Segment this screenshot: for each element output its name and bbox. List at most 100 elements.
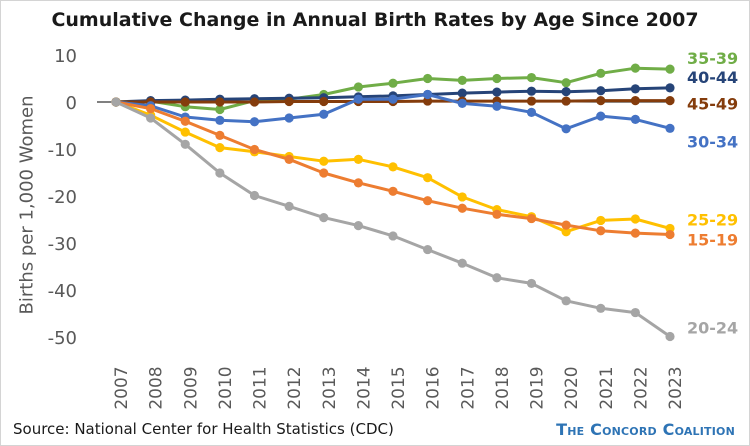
data-point-45-49 (215, 97, 225, 107)
y-tick-label: 0 (66, 93, 77, 114)
data-point-20-24 (180, 139, 190, 149)
data-point-15-19 (249, 144, 260, 155)
x-tick-label: 2015 (389, 366, 409, 409)
data-point-35-39 (353, 82, 363, 92)
source-note: Source: National Center for Health Stati… (13, 420, 394, 438)
data-point-45-49 (319, 96, 329, 107)
data-point-35-39 (596, 68, 606, 78)
data-point-20-24 (665, 331, 675, 342)
data-point-15-19 (492, 209, 502, 219)
data-point-25-29 (353, 154, 363, 164)
data-point-30-34 (630, 114, 640, 124)
data-point-20-24 (388, 231, 398, 241)
series-label-15-19: 15-19 (687, 231, 738, 250)
series-label-20-24: 20-24 (687, 319, 738, 338)
x-tick-label: 2020 (562, 366, 582, 409)
data-point-25-29 (319, 156, 329, 166)
x-tick-label: 2022 (631, 366, 651, 409)
data-point-40-44 (457, 88, 467, 98)
data-point-30-34 (215, 115, 225, 125)
data-point-15-19 (561, 220, 571, 230)
data-point-15-19 (215, 130, 225, 140)
series-label-40-44: 40-44 (687, 68, 738, 87)
data-point-30-34 (353, 94, 363, 104)
x-tick-label: 2007 (112, 366, 132, 409)
data-point-30-34 (284, 113, 294, 123)
data-point-45-49 (630, 95, 640, 106)
data-point-35-39 (526, 72, 537, 83)
y-tick-label: -10 (48, 140, 77, 161)
data-point-25-29 (180, 127, 190, 137)
data-point-45-49 (596, 95, 606, 106)
data-point-40-44 (596, 86, 606, 96)
data-point-25-29 (630, 214, 640, 224)
data-point-45-49 (665, 95, 675, 106)
data-point-15-19 (457, 203, 467, 213)
data-point-20-24 (526, 278, 537, 289)
data-point-45-49 (526, 96, 537, 106)
data-point-20-24 (596, 303, 606, 313)
data-point-30-34 (249, 117, 260, 127)
data-point-35-39 (215, 104, 225, 115)
series-label-30-34: 30-34 (687, 132, 738, 151)
brand-logo-text: The Concord Coalition (556, 420, 735, 439)
data-point-30-34 (665, 123, 675, 133)
data-point-20-24 (249, 190, 260, 201)
data-point-15-19 (353, 178, 363, 188)
series-label-35-39: 35-39 (687, 49, 738, 68)
data-point-25-29 (596, 215, 606, 226)
data-point-35-39 (492, 73, 502, 84)
data-point-45-49 (423, 96, 433, 106)
data-point-20-24 (111, 97, 121, 107)
data-point-20-24 (284, 201, 294, 211)
data-point-30-34 (596, 111, 606, 121)
data-point-15-19 (388, 186, 398, 196)
x-tick-label: 2012 (285, 366, 305, 409)
data-point-20-24 (353, 221, 363, 231)
x-tick-label: 2021 (597, 366, 617, 409)
x-tick-label: 2018 (493, 366, 513, 409)
x-tick-label: 2011 (251, 366, 271, 409)
data-point-40-44 (665, 83, 675, 93)
data-point-45-49 (249, 97, 260, 107)
x-tick-label: 2013 (320, 366, 340, 409)
data-point-45-49 (561, 96, 571, 106)
data-point-40-44 (492, 87, 502, 97)
series-label-25-29: 25-29 (687, 210, 738, 229)
data-point-20-24 (319, 213, 329, 223)
data-point-15-19 (526, 213, 537, 224)
series-label-45-49: 45-49 (687, 95, 738, 114)
data-point-15-19 (319, 168, 329, 178)
data-point-30-34 (492, 101, 502, 111)
data-point-30-34 (319, 109, 329, 119)
y-tick-label: -20 (48, 187, 77, 208)
x-tick-label: 2008 (147, 366, 167, 409)
x-tick-label: 2014 (354, 366, 374, 409)
data-point-20-24 (492, 273, 502, 283)
y-tick-label: 10 (54, 46, 77, 67)
data-point-20-24 (146, 113, 156, 123)
data-point-20-24 (457, 258, 467, 268)
data-point-20-24 (423, 244, 433, 255)
data-point-15-19 (180, 116, 190, 126)
data-point-30-34 (561, 124, 571, 134)
data-point-20-24 (561, 296, 571, 306)
data-point-20-24 (215, 168, 225, 178)
data-point-35-39 (665, 64, 675, 74)
data-point-15-19 (146, 103, 156, 114)
data-point-35-39 (388, 78, 398, 88)
chart-title: Cumulative Change in Annual Birth Rates … (51, 9, 699, 31)
data-point-45-49 (284, 96, 294, 107)
y-tick-label: -30 (48, 234, 77, 255)
data-point-45-49 (180, 97, 190, 107)
data-point-25-29 (423, 173, 433, 183)
data-point-40-44 (561, 87, 571, 97)
x-tick-label: 2010 (216, 366, 236, 409)
x-tick-label: 2009 (181, 366, 201, 409)
data-point-25-29 (457, 192, 467, 202)
y-tick-label: -40 (48, 281, 77, 302)
data-point-30-34 (388, 94, 398, 104)
data-point-30-34 (457, 98, 467, 109)
